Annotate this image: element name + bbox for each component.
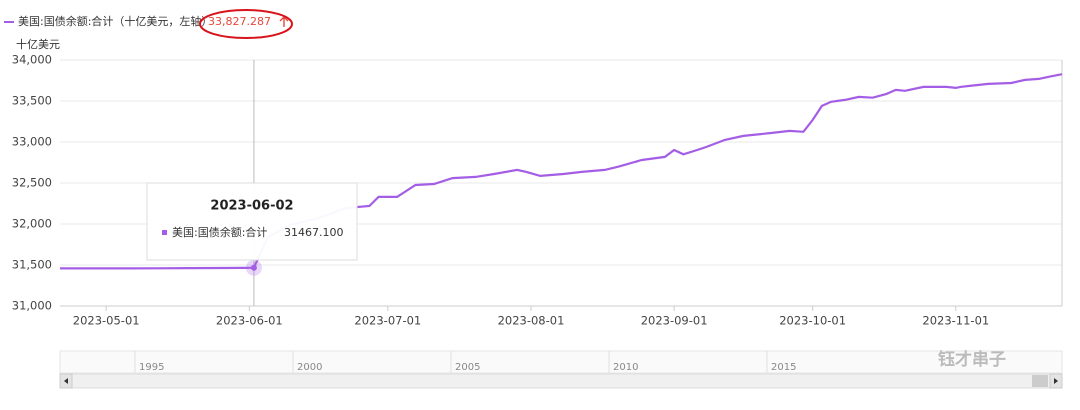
x-tick-label: 2023-06-01 — [216, 314, 283, 328]
y-tick-label: 32,500 — [12, 176, 52, 190]
x-tick-label: 2023-09-01 — [641, 314, 708, 328]
y-tick-label: 33,500 — [12, 94, 52, 108]
x-tick-label: 2023-07-01 — [354, 314, 421, 328]
tooltip-date: 2023-06-02 — [210, 199, 293, 214]
scroll-right-icon — [1054, 378, 1058, 384]
x-tick-label: 2023-11-01 — [922, 314, 989, 328]
legend-label[interactable]: 美国:国债余额:合计（十亿美元，左轴） — [18, 14, 212, 28]
tooltip-name: 美国:国债余额:合计 — [172, 225, 267, 239]
navigator[interactable] — [59, 350, 1063, 374]
y-tick-label: 34,000 — [12, 53, 52, 67]
y-unit: 十亿美元 — [16, 37, 60, 51]
navigator-label: 2005 — [455, 362, 480, 373]
x-tick-label: 2023-05-01 — [73, 314, 140, 328]
scroll-thumb[interactable] — [1032, 375, 1048, 387]
navigator-label: 2000 — [297, 362, 322, 373]
x-tick-label: 2023-10-01 — [779, 314, 846, 328]
y-tick-label: 32,000 — [12, 217, 52, 231]
tooltip — [146, 182, 358, 261]
navigator-label: 2015 — [771, 362, 796, 373]
tooltip-value: 31467.100 — [284, 226, 344, 239]
y-tick-label: 31,000 — [12, 299, 52, 313]
y-tick-label: 31,500 — [12, 258, 52, 272]
navigator-label: 1995 — [139, 362, 164, 373]
tooltip-swatch — [162, 230, 167, 235]
scrollbar[interactable] — [59, 373, 1063, 389]
navigator-label: 2010 — [613, 362, 638, 373]
y-tick-label: 33,000 — [12, 135, 52, 149]
x-tick-label: 2023-08-01 — [498, 314, 565, 328]
highlight-circle — [199, 9, 293, 39]
legend-value: 33,827.287 — [208, 15, 271, 28]
scroll-left-icon — [64, 378, 68, 384]
watermark: 钰才串子 — [938, 349, 1006, 370]
hover-point — [250, 264, 257, 271]
